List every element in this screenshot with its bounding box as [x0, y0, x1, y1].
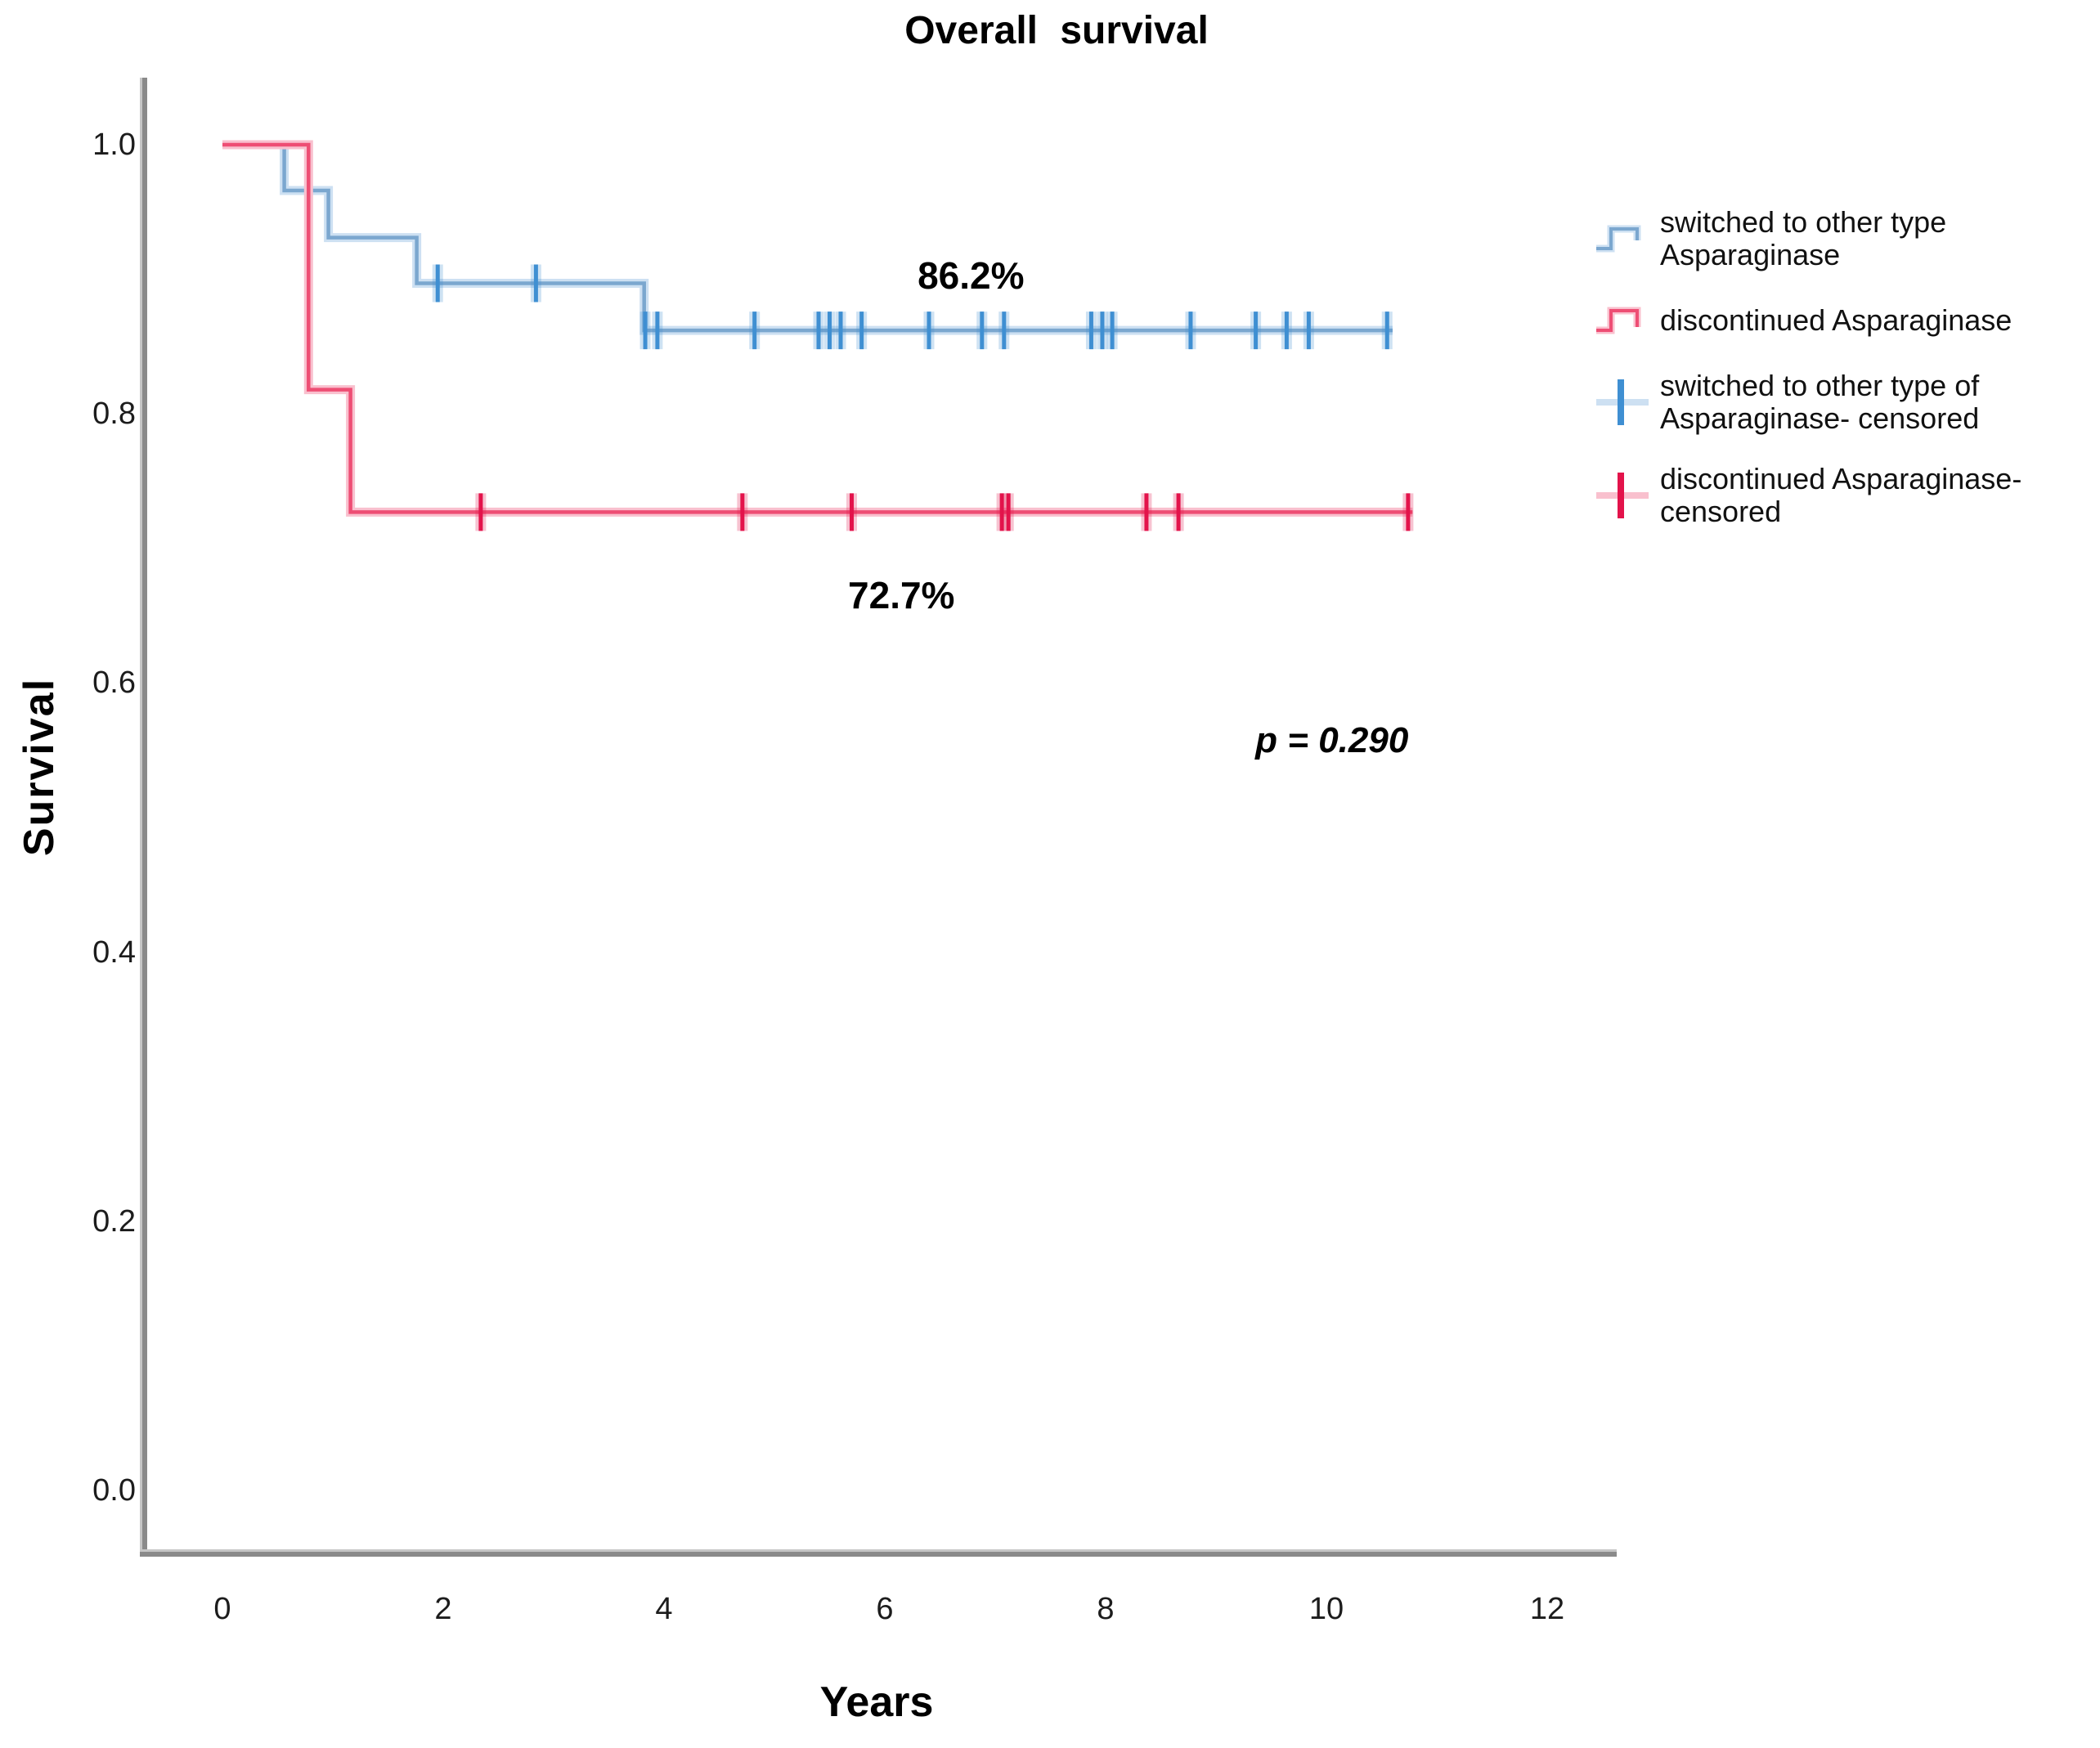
legend-label-line: Asparaginase [1660, 238, 1841, 271]
y-tick-label: 0.4 [92, 935, 136, 970]
y-tick-label: 0.2 [92, 1203, 136, 1239]
y-tick-label: 0.8 [92, 397, 136, 432]
x-tick-label: 6 [876, 1592, 894, 1626]
x-tick-label: 10 [1308, 1592, 1344, 1626]
legend-label-line: switched to other type of [1660, 369, 1980, 402]
x-tick-label: 8 [1097, 1592, 1115, 1626]
legend-item-switched: switched to other type Asparaginase [1595, 206, 2093, 271]
y-tick-label: 0.0 [92, 1473, 136, 1508]
legend-label-line: Asparaginase- censored [1660, 401, 1980, 435]
blue-survival-percentage-label: 86.2% [918, 253, 1025, 297]
legend: switched to other type Asparaginase disc… [1595, 206, 2093, 528]
legend-item-discontinued: discontinued Asparaginase [1595, 299, 2093, 342]
x-axis-title: Years [819, 1679, 934, 1726]
x-tick-label: 2 [434, 1592, 452, 1626]
y-axis-spine-highlight [140, 78, 142, 1557]
blue-survival-curve [222, 142, 1393, 333]
red-censor-plus-icon [1596, 473, 1649, 518]
p-value-label: p = 0.290 [1255, 720, 1409, 761]
chart-title: Overall survival [904, 9, 1209, 52]
x-axis-spine-highlight [140, 1549, 1617, 1552]
legend-item-discontinued-censored: discontinued Asparaginase- censored [1595, 463, 2093, 528]
legend-item-switched-censored: switched to other type of Asparaginase- … [1595, 370, 2093, 435]
blue-censor-plus-icon [1596, 379, 1649, 425]
legend-label: discontinued Asparaginase- censored [1660, 463, 2021, 528]
legend-label-line: discontinued Asparaginase- [1660, 462, 2022, 495]
legend-label: switched to other type of Asparaginase- … [1660, 370, 1979, 435]
x-axis-spine [140, 1552, 1617, 1557]
legend-label: switched to other type Asparaginase [1660, 206, 1946, 271]
x-tick-label: 4 [655, 1592, 673, 1626]
legend-label: discontinued Asparaginase [1660, 304, 2012, 337]
x-tick-label: 0 [213, 1592, 231, 1626]
legend-label-line: censored [1660, 495, 1782, 528]
blue-step-line-icon [1596, 225, 1641, 253]
red-survival-curve [222, 142, 1413, 514]
y-tick-label: 0.6 [92, 666, 136, 701]
legend-label-line: switched to other type [1660, 205, 1947, 239]
red-step-line-icon [1596, 307, 1641, 334]
red-survival-percentage-label: 72.7% [848, 574, 955, 617]
x-tick-label: 12 [1529, 1592, 1565, 1626]
y-tick-label: 1.0 [92, 128, 136, 162]
legend-label-line: discontinued Asparaginase [1660, 303, 2012, 337]
y-axis-title: Survival [16, 677, 63, 857]
y-axis-spine [142, 78, 147, 1557]
